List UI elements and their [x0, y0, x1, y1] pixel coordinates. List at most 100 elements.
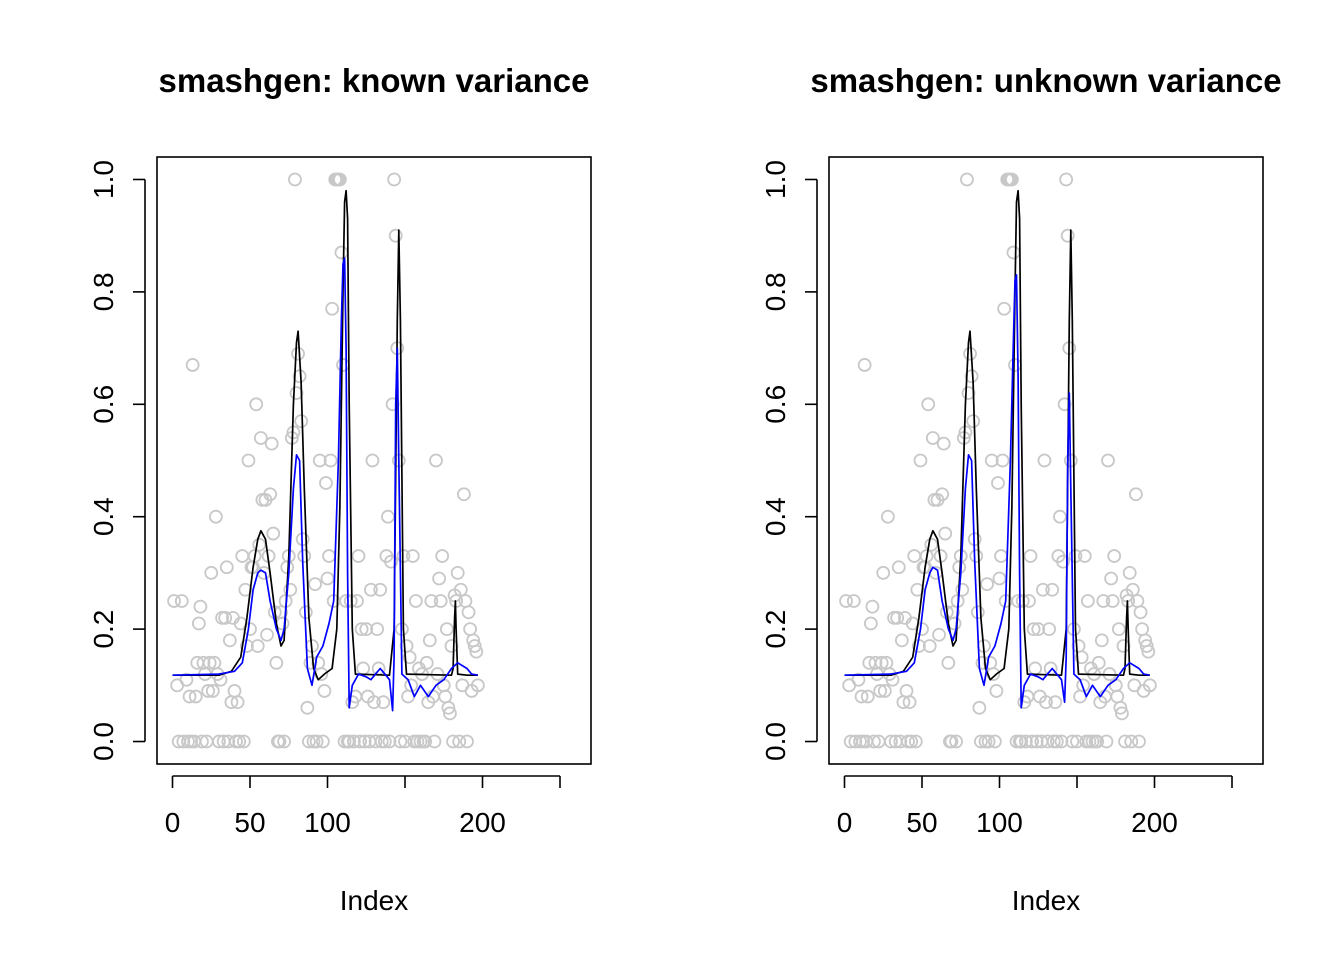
x-tick-label: 100 — [304, 807, 351, 838]
observed-point — [1036, 582, 1050, 597]
observed-point — [332, 172, 347, 187]
x-tick-label: 100 — [976, 807, 1023, 838]
true-mean-line — [172, 189, 478, 681]
y-tick-label: 0.8 — [88, 272, 119, 311]
observed-point — [193, 599, 208, 614]
observed-point — [288, 172, 302, 187]
observed-point — [309, 734, 324, 749]
observed-point — [319, 476, 333, 490]
observed-point — [453, 582, 468, 597]
observed-point — [387, 172, 402, 187]
observed-point — [238, 582, 253, 597]
observed-point — [384, 554, 398, 569]
observed-point — [921, 397, 936, 412]
observed-point — [320, 571, 335, 586]
observed-point — [277, 734, 292, 749]
observed-point — [230, 695, 245, 710]
observed-point — [325, 301, 340, 316]
observed-point — [1018, 734, 1033, 749]
observed-point — [1142, 678, 1157, 693]
observed-point — [402, 650, 417, 665]
observed-point — [253, 431, 268, 445]
observed-point — [195, 734, 209, 749]
observed-point — [974, 734, 988, 749]
observed-point — [944, 734, 959, 749]
observed-point — [405, 549, 420, 563]
observed-point — [961, 386, 976, 400]
observed-point — [902, 695, 917, 710]
observed-point — [456, 487, 471, 502]
observed-point — [191, 616, 206, 631]
observed-point — [873, 684, 888, 698]
observed-point — [1091, 655, 1106, 670]
observed-point — [877, 684, 892, 698]
observed-point — [243, 622, 257, 637]
y-tick-label: 1.0 — [88, 160, 119, 199]
true-mean-line — [844, 189, 1150, 681]
panel-known-variance: smashgen: known variance 0 50 100 200 0.0 0.2… — [88, 62, 592, 916]
observed-point — [443, 706, 457, 721]
observed-point — [1129, 487, 1143, 502]
observed-point — [891, 560, 906, 575]
observed-point — [1111, 622, 1126, 637]
observed-point — [470, 678, 485, 693]
observed-point — [433, 594, 448, 608]
observed-point — [1122, 566, 1137, 580]
observed-point — [419, 655, 434, 670]
observed-point — [1025, 734, 1039, 749]
observed-point — [1099, 734, 1114, 749]
y-tick-label: 0.0 — [88, 722, 119, 761]
observed-point — [266, 526, 281, 541]
observed-point — [969, 549, 984, 563]
observed-point — [1048, 695, 1063, 710]
observed-point — [185, 358, 200, 372]
observed-point — [874, 655, 889, 670]
observed-point — [424, 594, 439, 608]
observed-point — [1139, 639, 1154, 653]
observed-point — [221, 734, 236, 749]
observed-point — [984, 453, 999, 468]
observed-point — [404, 678, 419, 693]
observed-point — [367, 695, 381, 710]
observed-point — [351, 549, 366, 563]
observed-point — [1132, 734, 1146, 749]
observed-point — [1133, 605, 1148, 620]
observed-point — [1022, 594, 1036, 608]
observed-point — [212, 734, 226, 749]
observed-point — [966, 414, 981, 429]
observed-point — [460, 734, 474, 749]
observed-point — [317, 684, 332, 698]
observed-point — [876, 566, 891, 580]
observed-point — [182, 689, 197, 704]
observed-point — [1023, 549, 1038, 563]
y-tick-label: 0.4 — [88, 497, 119, 536]
observed-point — [1125, 582, 1140, 597]
observed-point — [922, 639, 937, 653]
observed-point — [981, 734, 996, 749]
observed-point — [353, 734, 367, 749]
observed-point — [1049, 734, 1064, 749]
observed-point — [219, 560, 234, 575]
observed-point — [1077, 549, 1092, 563]
chart-title: smashgen: known variance — [159, 62, 590, 99]
observed-point — [1105, 594, 1120, 608]
x-tick-label: 50 — [906, 807, 937, 838]
observed-point — [427, 734, 442, 749]
observed-point — [432, 571, 447, 586]
observed-point — [851, 672, 866, 687]
observed-point — [377, 734, 392, 749]
observed-point — [839, 594, 853, 608]
observed-point — [991, 476, 1005, 490]
observed-point — [202, 655, 217, 670]
x-tick-label: 0 — [165, 807, 181, 838]
estimate-line — [844, 274, 1150, 709]
observed-point — [857, 358, 872, 372]
chart-title: smashgen: unknown variance — [810, 62, 1281, 99]
observed-point — [938, 526, 953, 541]
observed-point — [452, 734, 467, 749]
observed-point — [1029, 734, 1044, 749]
x-axis-label: Index — [340, 885, 409, 916]
observed-point — [867, 734, 881, 749]
observed-point — [960, 172, 974, 187]
observed-point — [368, 734, 383, 749]
